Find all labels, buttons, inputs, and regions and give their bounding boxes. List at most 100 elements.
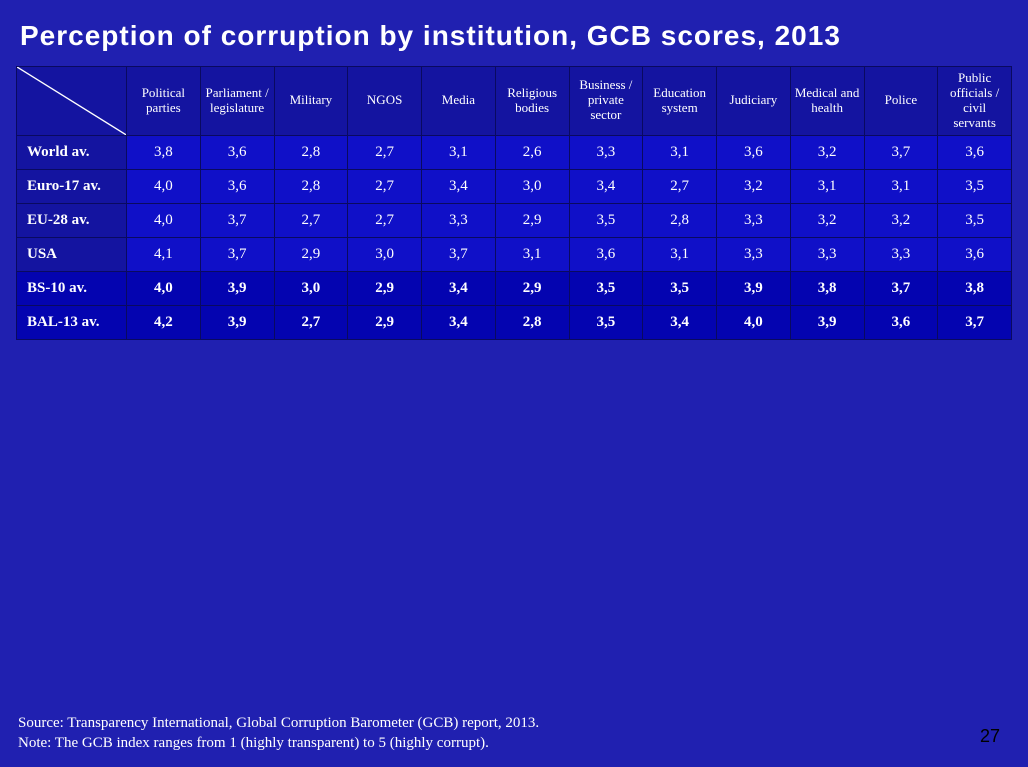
data-cell: 3,4 (422, 169, 496, 203)
row-label: World av. (17, 135, 127, 169)
data-cell: 3,0 (348, 237, 422, 271)
data-cell: 3,9 (717, 271, 791, 305)
data-cell: 3,3 (717, 203, 791, 237)
data-cell: 3,0 (495, 169, 569, 203)
data-cell: 2,7 (348, 203, 422, 237)
data-cell: 2,9 (274, 237, 348, 271)
data-cell: 4,0 (127, 169, 201, 203)
data-cell: 3,6 (938, 135, 1012, 169)
data-cell: 3,8 (127, 135, 201, 169)
table-row: World av.3,83,62,82,73,12,63,33,13,63,23… (17, 135, 1012, 169)
col-header: Business / private sector (569, 67, 643, 136)
data-cell: 3,7 (422, 237, 496, 271)
data-cell: 3,7 (864, 135, 938, 169)
data-cell: 3,1 (495, 237, 569, 271)
slide: Perception of corruption by institution,… (0, 0, 1028, 767)
data-cell: 3,9 (200, 305, 274, 339)
table-corner-cell (17, 67, 127, 136)
data-cell: 2,9 (495, 271, 569, 305)
data-cell: 2,7 (348, 169, 422, 203)
data-cell: 3,6 (200, 135, 274, 169)
data-cell: 2,9 (348, 271, 422, 305)
col-header: Religious bodies (495, 67, 569, 136)
data-cell: 3,0 (274, 271, 348, 305)
data-cell: 4,0 (717, 305, 791, 339)
footer: Source: Transparency International, Glob… (18, 713, 539, 754)
data-cell: 3,4 (569, 169, 643, 203)
data-cell: 2,7 (643, 169, 717, 203)
data-cell: 2,9 (348, 305, 422, 339)
data-cell: 3,5 (569, 271, 643, 305)
data-cell: 2,6 (495, 135, 569, 169)
data-cell: 4,0 (127, 203, 201, 237)
data-cell: 3,2 (717, 169, 791, 203)
data-cell: 2,7 (348, 135, 422, 169)
data-cell: 3,7 (200, 203, 274, 237)
col-header: Political parties (127, 67, 201, 136)
col-header: Medical and health (790, 67, 864, 136)
data-cell: 3,1 (864, 169, 938, 203)
data-cell: 3,6 (864, 305, 938, 339)
row-label: Euro-17 av. (17, 169, 127, 203)
col-header: Public officials / civil servants (938, 67, 1012, 136)
row-label: BAL-13 av. (17, 305, 127, 339)
row-label: USA (17, 237, 127, 271)
row-label: BS-10 av. (17, 271, 127, 305)
data-cell: 3,2 (790, 135, 864, 169)
data-cell: 3,6 (569, 237, 643, 271)
data-cell: 3,3 (790, 237, 864, 271)
footer-note: Note: The GCB index ranges from 1 (highl… (18, 733, 539, 753)
table-row: USA4,13,72,93,03,73,13,63,13,33,33,33,6 (17, 237, 1012, 271)
data-cell: 3,7 (938, 305, 1012, 339)
data-cell: 3,9 (790, 305, 864, 339)
table-header-row: Political parties Parliament / legislatu… (17, 67, 1012, 136)
data-cell: 2,7 (274, 305, 348, 339)
table-row: EU-28 av.4,03,72,72,73,32,93,52,83,33,23… (17, 203, 1012, 237)
page-number: 27 (980, 726, 1000, 747)
col-header: Education system (643, 67, 717, 136)
data-cell: 3,7 (864, 271, 938, 305)
footer-source: Source: Transparency International, Glob… (18, 713, 539, 733)
data-cell: 3,3 (864, 237, 938, 271)
data-cell: 3,9 (200, 271, 274, 305)
data-cell: 3,6 (717, 135, 791, 169)
data-cell: 2,8 (495, 305, 569, 339)
col-header: NGOS (348, 67, 422, 136)
table-row: BS-10 av.4,03,93,02,93,42,93,53,53,93,83… (17, 271, 1012, 305)
data-cell: 2,9 (495, 203, 569, 237)
data-cell: 2,8 (274, 135, 348, 169)
data-cell: 3,3 (569, 135, 643, 169)
data-cell: 3,3 (422, 203, 496, 237)
data-cell: 4,2 (127, 305, 201, 339)
data-table: Political parties Parliament / legislatu… (16, 66, 1012, 340)
data-cell: 3,2 (864, 203, 938, 237)
data-cell: 4,1 (127, 237, 201, 271)
slide-title: Perception of corruption by institution,… (20, 20, 1012, 52)
data-cell: 3,8 (790, 271, 864, 305)
data-cell: 2,7 (274, 203, 348, 237)
col-header: Police (864, 67, 938, 136)
data-cell: 3,1 (643, 135, 717, 169)
data-cell: 3,4 (643, 305, 717, 339)
row-label: EU-28 av. (17, 203, 127, 237)
col-header: Media (422, 67, 496, 136)
table-row: BAL-13 av.4,23,92,72,93,42,83,53,44,03,9… (17, 305, 1012, 339)
data-cell: 3,5 (643, 271, 717, 305)
data-cell: 3,1 (643, 237, 717, 271)
data-cell: 3,4 (422, 271, 496, 305)
data-cell: 3,8 (938, 271, 1012, 305)
data-cell: 3,2 (790, 203, 864, 237)
data-cell: 3,1 (422, 135, 496, 169)
table-row: Euro-17 av.4,03,62,82,73,43,03,42,73,23,… (17, 169, 1012, 203)
data-cell: 3,5 (569, 203, 643, 237)
data-cell: 3,3 (717, 237, 791, 271)
diagonal-icon (17, 67, 126, 135)
table-body: World av.3,83,62,82,73,12,63,33,13,63,23… (17, 135, 1012, 339)
col-header: Parliament / legislature (200, 67, 274, 136)
data-cell: 2,8 (643, 203, 717, 237)
data-cell: 3,7 (200, 237, 274, 271)
data-cell: 3,5 (938, 203, 1012, 237)
data-cell: 3,4 (422, 305, 496, 339)
data-cell: 4,0 (127, 271, 201, 305)
data-cell: 3,6 (200, 169, 274, 203)
